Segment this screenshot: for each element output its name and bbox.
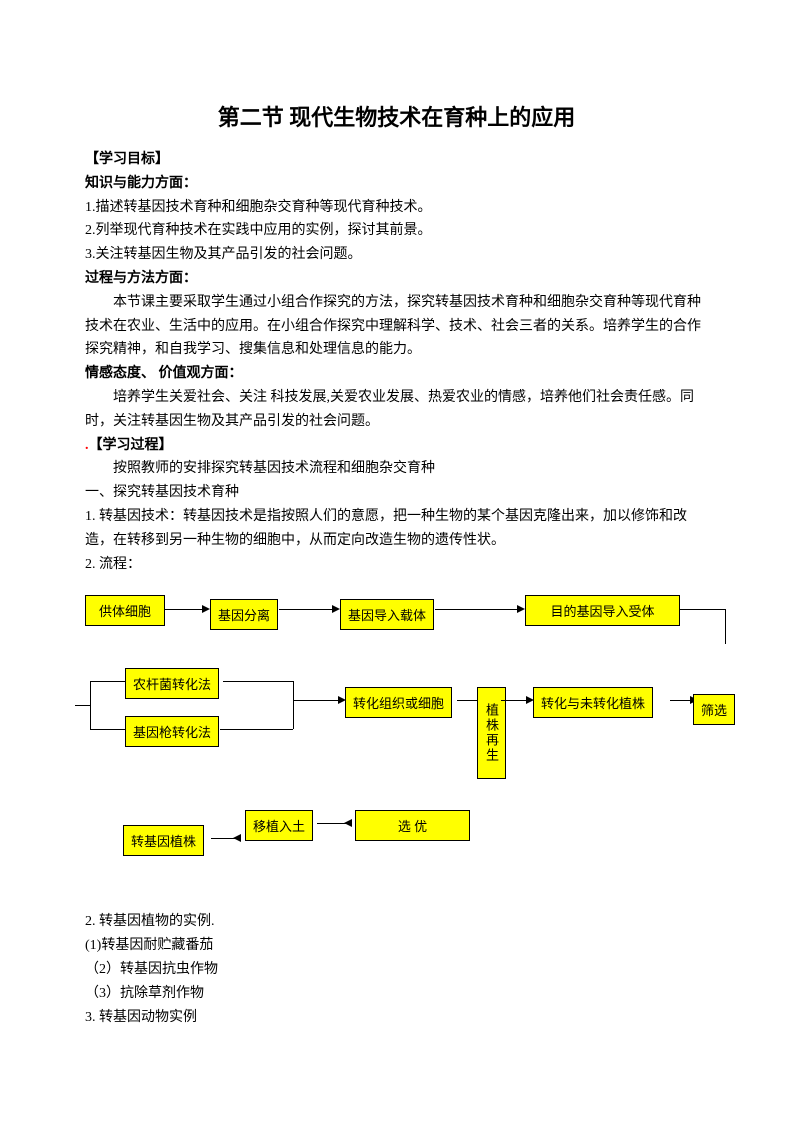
node-transform-tissue: 转化组织或细胞 — [345, 687, 452, 718]
node-gene-receptor: 目的基因导入受体 — [525, 595, 680, 626]
process-text: 本节课主要采取学生通过小组合作探究的方法，探究转基因技术育种和细胞杂交育种等现代… — [85, 291, 708, 362]
learning-line-2: 一、探究转基因技术育种 — [85, 481, 708, 505]
node-gene-gun: 基因枪转化法 — [125, 716, 219, 747]
node-transformed-plants: 转化与未转化植株 — [533, 687, 653, 718]
node-agrobacterium: 农杆菌转化法 — [125, 668, 219, 699]
learning-line-3: 1. 转基因技术：转基因技术是指按照人们的意愿，把一种生物的某个基因克隆出来，加… — [85, 505, 708, 553]
knowledge-label: 知识与能力方面： — [85, 172, 708, 196]
node-gene-separation: 基因分离 — [210, 599, 278, 630]
attitude-label: 情感态度、 价值观方面： — [85, 362, 708, 386]
node-transplant: 移植入土 — [245, 810, 313, 841]
example-2: （2）转基因抗虫作物 — [85, 958, 708, 982]
knowledge-item-3: 3.关注转基因生物及其产品引发的社会问题。 — [85, 243, 708, 267]
page-title: 第二节 现代生物技术在育种上的应用 — [85, 100, 708, 132]
knowledge-item-1: 1.描述转基因技术育种和细胞杂交育种等现代育种技术。 — [85, 196, 708, 220]
node-donor-cell: 供体细胞 — [85, 595, 165, 626]
example-header: 2. 转基因植物的实例. — [85, 910, 708, 934]
process-label: 过程与方法方面： — [85, 267, 708, 291]
learning-line-1: 按照教师的安排探究转基因技术流程和细胞杂交育种 — [85, 457, 708, 481]
learning-process-header: .【学习过程】 — [85, 434, 708, 458]
example-4: 3. 转基因动物实例 — [85, 1006, 708, 1030]
knowledge-item-2: 2.列举现代育种技术在实践中应用的实例，探讨其前景。 — [85, 219, 708, 243]
examples-section: 2. 转基因植物的实例. (1)转基因耐贮藏番茄 （2）转基因抗虫作物 （3）抗… — [85, 910, 708, 1029]
objectives-header: 【学习目标】 — [85, 148, 708, 172]
node-select-best: 选 优 — [355, 810, 470, 841]
attitude-text: 培养学生关爱社会、关注 科技发展,关爱农业发展、热爱农业的情感，培养他们社会责任… — [85, 386, 708, 434]
node-screening: 筛选 — [693, 694, 735, 725]
node-transgenic-plant: 转基因植株 — [123, 825, 204, 856]
example-1: (1)转基因耐贮藏番茄 — [85, 934, 708, 958]
example-3: （3）抗除草剂作物 — [85, 982, 708, 1006]
learning-line-4: 2. 流程： — [85, 553, 708, 577]
node-gene-vector: 基因导入载体 — [340, 599, 434, 630]
flowchart: 供体细胞 基因分离 基因导入载体 目的基因导入受体 农杆菌转化法 基因枪转化法 … — [85, 590, 708, 890]
